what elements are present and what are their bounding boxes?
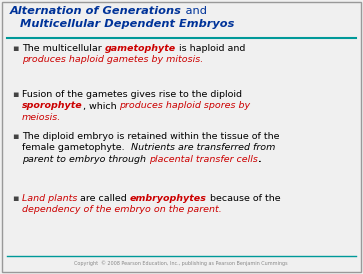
Text: The multicellular: The multicellular — [22, 44, 105, 53]
Text: The diploid embryo is retained within the tissue of the: The diploid embryo is retained within th… — [22, 132, 280, 141]
Text: ▪: ▪ — [12, 44, 19, 53]
Text: placental transfer cells: placental transfer cells — [149, 155, 258, 164]
FancyBboxPatch shape — [2, 2, 361, 272]
Text: Copyright  © 2008 Pearson Education, Inc., publishing as Pearson Benjamin Cummin: Copyright © 2008 Pearson Education, Inc.… — [74, 260, 288, 266]
Text: produces haploid gametes by mitosis.: produces haploid gametes by mitosis. — [22, 56, 203, 64]
Text: Alternation of Generations: Alternation of Generations — [10, 6, 182, 16]
Text: because of the: because of the — [207, 194, 281, 203]
Text: and: and — [182, 6, 207, 16]
Text: are called: are called — [77, 194, 130, 203]
Text: ▪: ▪ — [12, 194, 19, 203]
Text: , which: , which — [83, 101, 119, 110]
Text: parent to embryo through: parent to embryo through — [22, 155, 149, 164]
Text: sporophyte: sporophyte — [22, 101, 83, 110]
Text: meiosis.: meiosis. — [22, 113, 61, 122]
Text: Fusion of the gametes gives rise to the diploid: Fusion of the gametes gives rise to the … — [22, 90, 242, 99]
Text: produces haploid spores by: produces haploid spores by — [119, 101, 250, 110]
Text: ▪: ▪ — [12, 132, 19, 141]
Text: Nutrients are transferred from: Nutrients are transferred from — [131, 144, 275, 153]
Text: embryophytes: embryophytes — [130, 194, 207, 203]
Text: Multicellular Dependent Embryos: Multicellular Dependent Embryos — [20, 19, 234, 29]
Text: gametophyte: gametophyte — [105, 44, 176, 53]
Text: .: . — [258, 155, 262, 164]
Text: Land plants: Land plants — [22, 194, 77, 203]
Text: dependency of the embryo on the parent.: dependency of the embryo on the parent. — [22, 206, 222, 215]
Text: female gametophyte.: female gametophyte. — [22, 144, 131, 153]
Text: is haploid and: is haploid and — [176, 44, 245, 53]
Text: ▪: ▪ — [12, 90, 19, 99]
